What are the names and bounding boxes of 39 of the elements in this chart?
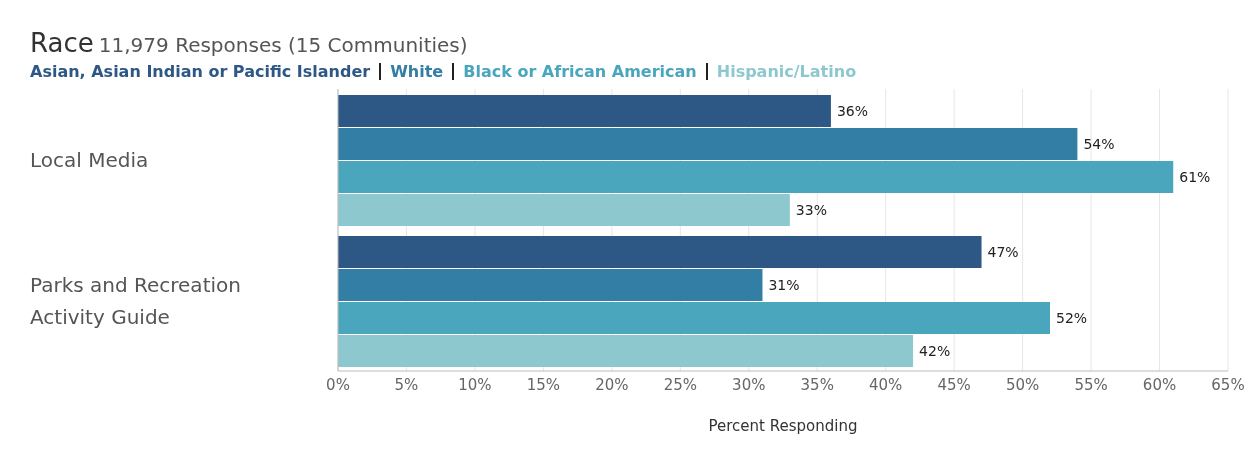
x-tick-label: 10%	[458, 375, 492, 394]
bar	[338, 128, 1078, 160]
text: Hispanic/Latino	[716, 62, 857, 81]
data-label: 42%	[919, 343, 951, 359]
x-tick-label: 50%	[1005, 375, 1040, 394]
x-tick-label: 40%	[869, 375, 903, 394]
data-label: 33%	[795, 202, 827, 218]
x-tick-label: 55%	[1074, 375, 1108, 394]
y-tick-label: Local Media	[30, 147, 149, 172]
data-label: 31%	[768, 277, 800, 293]
x-tick-label: 15%	[526, 375, 561, 394]
bar	[338, 302, 1050, 334]
bar	[338, 236, 982, 268]
data-label: 36%	[836, 103, 869, 119]
x-tick-label: 30%	[732, 375, 766, 394]
data-label: 61%	[1179, 169, 1211, 185]
text: White	[390, 62, 444, 81]
y-tick-label: Parks and Recreation Activity Guide	[30, 272, 241, 329]
x-tick-label: 35%	[800, 375, 834, 394]
chart-subtitle: 11,979 Responses (15 Communities)	[98, 33, 468, 57]
bar	[338, 161, 1174, 193]
x-tick-label: 65%	[1211, 375, 1245, 394]
data-label: 54%	[1083, 136, 1115, 152]
text: Race	[30, 28, 94, 58]
data-label: 52%	[1056, 310, 1088, 326]
data-label: 47%	[987, 244, 1019, 260]
x-tick-label: 45%	[937, 375, 971, 394]
text: Black or African American	[463, 62, 697, 81]
bar	[338, 194, 790, 226]
x-tick-label: 5%	[394, 375, 419, 394]
bar	[338, 95, 831, 127]
x-tick-label: 60%	[1142, 375, 1177, 394]
series-label: Asian, Asian Indian or Pacific Islander	[30, 62, 371, 81]
bar	[338, 269, 763, 301]
x-tick-label: 20%	[595, 375, 629, 394]
x-tick-label: 25%	[663, 375, 697, 394]
bar	[338, 335, 914, 367]
x-tick-label: 0%	[326, 375, 350, 394]
x-axis-title: Percent Responding	[708, 417, 858, 435]
